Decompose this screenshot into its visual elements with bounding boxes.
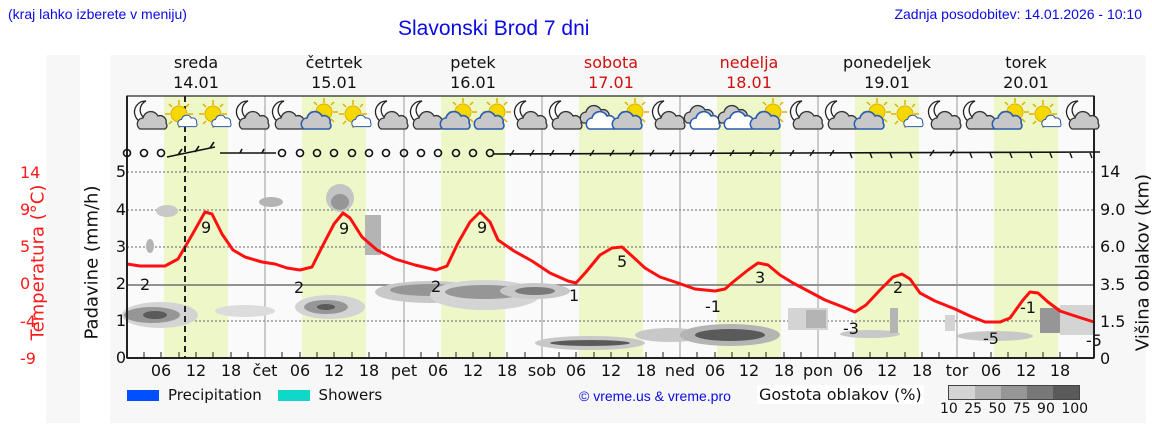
cloud-height-tick: 0 [1100,349,1111,368]
copyright-link[interactable]: © vreme.us & vreme.pro [579,388,731,404]
cloud-height-tick: 14 [1100,162,1121,181]
precip-tick: 2 [115,274,126,293]
x-tick: 12 [876,361,898,380]
x-tick: 18 [911,361,933,380]
svg-text:2: 2 [431,277,441,296]
x-tick: 18 [1049,361,1071,380]
svg-text:2: 2 [893,278,903,297]
x-tick: 06 [150,361,172,380]
day-header-wed: sreda 14.01 [173,53,219,92]
x-tick: 18 [220,361,242,380]
cloud-density-scale [948,385,1080,400]
temperature-axis-panel [46,55,80,423]
x-tick-day: pon [802,361,834,380]
x-tick: 18 [358,361,380,380]
cloud-density-blobs [122,184,1094,350]
x-tick: 12 [1015,361,1037,380]
x-tick: 06 [842,361,864,380]
page-title: Slavonski Brod 7 dni [398,17,590,40]
day-header-tue: torek 20.01 [1003,53,1049,92]
cloud-density-ticks: 10 25 50 75 90 100 [940,401,1089,417]
cloud-height-tick: 6.0 [1100,237,1126,256]
x-tick-day: tor [945,361,969,380]
x-tick: 18 [635,361,657,380]
svg-text:9: 9 [339,219,349,238]
cloud-density-label: Gostota oblakov (%) [757,385,924,404]
svg-text:1: 1 [569,286,579,305]
temp-tick: 9 [20,200,31,219]
day-header-fri: petek 16.01 [450,53,496,92]
x-tick: 12 [185,361,207,380]
x-tick-day: ned [664,361,696,380]
precip-tick: 0 [115,348,126,367]
cloud-height-tick: 9.0 [1100,200,1126,219]
showers-swatch [277,390,310,401]
legend-precipitation: Precipitation [168,386,262,404]
temp-tick: 5 [20,237,31,256]
x-tick: 18 [773,361,795,380]
x-tick-day: sob [527,361,557,380]
precip-tick: 5 [115,162,126,181]
precip-tick: 1 [115,311,126,330]
legend-showers: Showers [318,386,383,404]
temp-tick: -4 [20,312,36,331]
temp-tick: 0 [20,274,31,293]
svg-text:9: 9 [477,218,487,237]
day-header-sun: nedelja 18.01 [719,53,779,92]
day-header-mon: ponedeljek 19.01 [843,53,931,92]
precip-tick: 4 [115,200,126,219]
day-header-sat: sobota 17.01 [583,53,639,92]
svg-text:-5: -5 [983,329,999,348]
svg-text:-1: -1 [1020,298,1036,317]
x-tick: 18 [496,361,518,380]
cloud-height-tick: 1.5 [1100,312,1126,331]
x-tick: 06 [980,361,1002,380]
x-tick: 06 [289,361,311,380]
svg-text:9: 9 [201,218,211,237]
region-hint: (kraj lahko izberete v meniju) [8,6,187,22]
wind-barbs [122,141,1101,159]
svg-text:3: 3 [755,268,765,287]
x-tick: 12 [600,361,622,380]
x-tick: 12 [462,361,484,380]
temp-tick: -9 [20,349,36,368]
x-tick: 12 [323,361,345,380]
precipitation-swatch [127,390,159,401]
last-updated: Zadnja posodobitev: 14.01.2026 - 10:10 [894,6,1142,22]
day-header-thu: četrtek 15.01 [305,53,363,92]
daytime-bands [164,96,1058,358]
svg-text:-1: -1 [705,297,721,316]
svg-text:-3: -3 [843,319,859,338]
x-tick: 06 [565,361,587,380]
legend: Precipitation Showers [127,386,382,404]
svg-text:2: 2 [140,275,150,294]
x-tick: 12 [738,361,760,380]
cloud-axis-panel [1098,55,1146,423]
x-tick-day: čet [252,361,278,380]
x-tick-day: pet [390,361,418,380]
svg-text:2: 2 [294,278,304,297]
temp-tick: 14 [20,163,41,182]
x-tick: 06 [704,361,726,380]
precip-tick: 3 [115,237,126,256]
cloud-height-tick: 3.5 [1100,275,1126,294]
x-tick: 06 [427,361,449,380]
svg-text:5: 5 [617,252,627,271]
